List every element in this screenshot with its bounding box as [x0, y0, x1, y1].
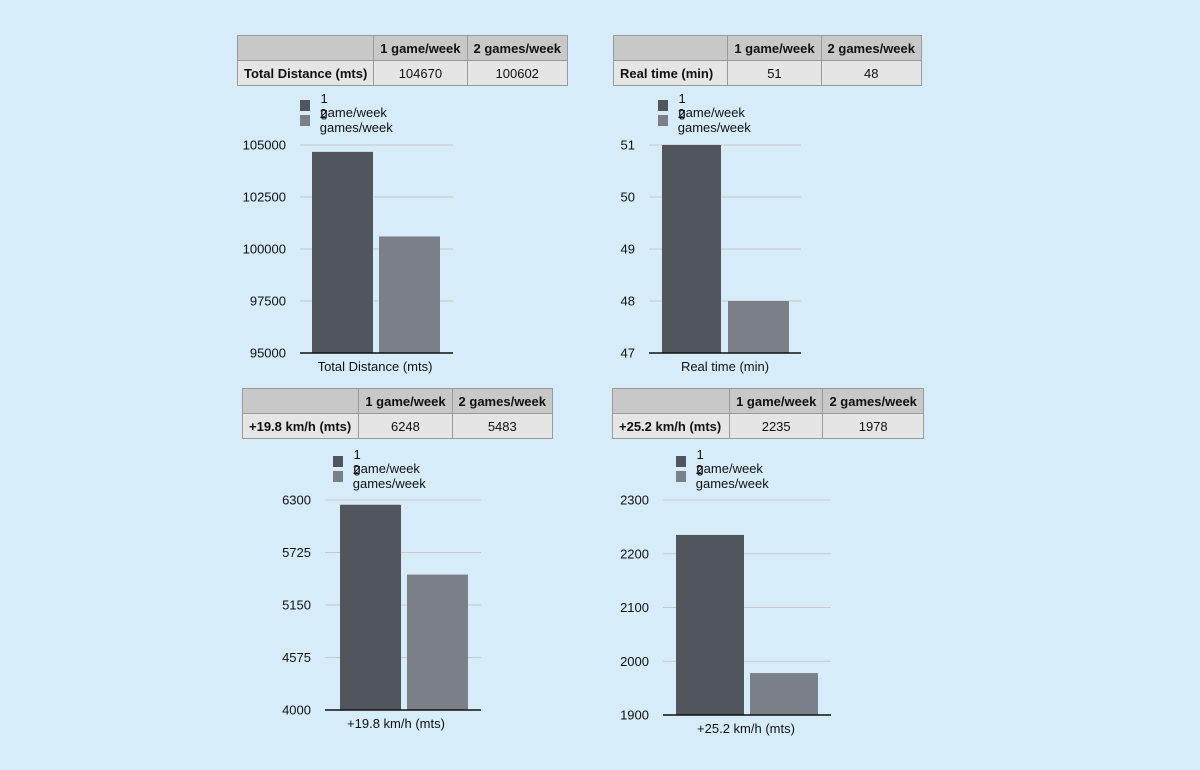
data-table: 1 game/week 2 games/week Total Distance …	[236, 35, 568, 86]
legend-swatch	[333, 471, 343, 482]
legend-label: 1 game/week	[353, 446, 420, 476]
y-tick-label: 1900	[620, 708, 649, 723]
y-tick-label: 2000	[620, 654, 649, 669]
y-tick-label: 102500	[243, 190, 286, 205]
y-tick-label: 51	[621, 138, 635, 153]
table-header: 2 games/week	[822, 388, 924, 414]
legend-item: 2 games/week	[676, 462, 770, 490]
table-row-label: +19.8 km/h (mts)	[241, 413, 360, 439]
legend-item: 1 game/week	[658, 91, 752, 119]
legend-item: 2 games/week	[333, 462, 427, 490]
legend-swatch	[676, 471, 686, 482]
legend-item: 1 game/week	[676, 447, 770, 475]
legend-label: 2 games/week	[695, 461, 769, 491]
x-axis-label: +19.8 km/h (mts)	[347, 716, 445, 731]
legend: 1 game/week 2 games/week	[333, 447, 427, 490]
y-tick-label: 4000	[282, 703, 311, 718]
data-table: 1 game/week 2 games/week Real time (min)…	[612, 35, 923, 86]
bar-two-games-week	[407, 574, 468, 710]
table-cell: 48	[820, 60, 923, 86]
bar-two-games-week	[750, 673, 818, 715]
table-cell: 51	[727, 60, 822, 86]
y-tick-label: 5725	[282, 545, 311, 560]
bar-one-game-week	[662, 145, 721, 353]
legend-item: 2 games/week	[300, 106, 394, 134]
y-tick-label: 5150	[282, 598, 311, 613]
legend-label: 1 game/week	[320, 90, 387, 120]
table-header: 1 game/week	[727, 35, 822, 61]
legend-label: 1 game/week	[678, 90, 745, 120]
legend-label: 1 game/week	[696, 446, 763, 476]
table-corner	[236, 35, 375, 61]
y-tick-label: 105000	[243, 138, 286, 153]
table-cell: 2235	[728, 413, 824, 439]
legend-swatch	[300, 115, 310, 126]
table-row-label: Total Distance (mts)	[236, 60, 375, 86]
table-header: 1 game/week	[358, 388, 453, 414]
y-tick-label: 97500	[250, 294, 286, 309]
y-tick-label: 2200	[620, 546, 649, 561]
y-tick-label: 100000	[243, 242, 286, 257]
legend-swatch	[300, 100, 311, 111]
bar-one-game-week	[676, 534, 744, 715]
legend: 1 game/week 2 games/week	[300, 91, 394, 134]
data-table: 1 game/week 2 games/week +25.2 km/h (mts…	[612, 388, 924, 439]
table-corner	[241, 388, 360, 414]
table-cell: 6248	[358, 413, 453, 439]
legend-label: 2 games/week	[677, 105, 751, 135]
y-tick-label: 2300	[620, 493, 649, 508]
bar-two-games-week	[728, 301, 789, 353]
table-header: 2 games/week	[466, 35, 568, 61]
y-tick-label: 95000	[250, 346, 286, 361]
y-tick-label: 2100	[620, 600, 649, 615]
y-tick-label: 4575	[282, 650, 311, 665]
y-tick-label: 47	[621, 346, 635, 361]
legend-swatch	[676, 456, 687, 467]
table-header: 2 games/week	[820, 35, 923, 61]
legend: 1 game/week 2 games/week	[676, 447, 770, 490]
legend-swatch	[333, 456, 344, 467]
table-cell: 1978	[822, 413, 924, 439]
legend-swatch	[658, 115, 668, 126]
table-cell: 100602	[466, 60, 568, 86]
bar-one-game-week	[340, 504, 401, 710]
y-tick-label: 48	[621, 294, 635, 309]
bar-two-games-week	[379, 236, 440, 353]
table-cell: 5483	[451, 413, 554, 439]
y-tick-label: 49	[621, 242, 635, 257]
table-header: 2 games/week	[451, 388, 554, 414]
table-corner	[612, 388, 730, 414]
x-axis-label: Real time (min)	[681, 359, 769, 374]
legend-label: 2 games/week	[319, 105, 393, 135]
legend-item: 1 game/week	[300, 91, 394, 119]
data-table: 1 game/week 2 games/week +19.8 km/h (mts…	[241, 388, 554, 439]
legend-swatch	[658, 100, 669, 111]
legend-item: 1 game/week	[333, 447, 427, 475]
legend: 1 game/week 2 games/week	[658, 91, 752, 134]
legend-item: 2 games/week	[658, 106, 752, 134]
table-row-label: Real time (min)	[612, 60, 729, 86]
table-row-label: +25.2 km/h (mts)	[612, 413, 730, 439]
table-corner	[612, 35, 729, 61]
table-header: 1 game/week	[728, 388, 824, 414]
legend-label: 2 games/week	[352, 461, 426, 491]
y-tick-label: 6300	[282, 493, 311, 508]
x-axis-label: Total Distance (mts)	[318, 359, 433, 374]
bar-one-game-week	[312, 151, 373, 353]
x-axis-label: +25.2 km/h (mts)	[697, 721, 795, 736]
y-tick-label: 50	[621, 190, 635, 205]
